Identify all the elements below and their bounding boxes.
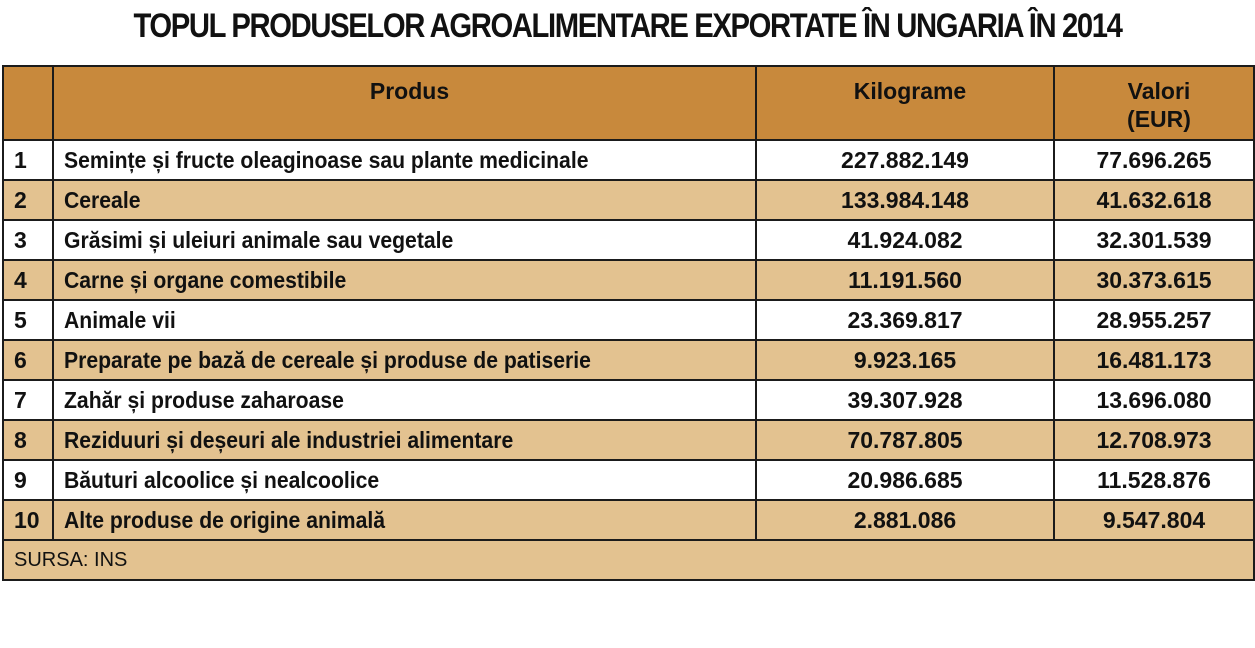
product-label: Reziduuri și deșeuri ale industriei alim… bbox=[64, 426, 514, 453]
rank-cell: 2 bbox=[2, 179, 54, 221]
kilograms-cell: 39.307.928 bbox=[755, 379, 1055, 421]
value-eur-cell: 12.708.973 bbox=[1053, 419, 1255, 461]
product-cell: Animale vii bbox=[52, 299, 757, 341]
table-header-row: Produs Kilograme Valori (EUR) bbox=[2, 65, 1255, 141]
table-row: 2 Cereale 133.984.148 41.632.618 bbox=[2, 179, 1255, 221]
product-cell: Băuturi alcoolice și nealcoolice bbox=[52, 459, 757, 501]
product-cell: Reziduuri și deșeuri ale industriei alim… bbox=[52, 419, 757, 461]
rank-cell: 7 bbox=[2, 379, 54, 421]
kilograms-cell: 41.924.082 bbox=[755, 219, 1055, 261]
value-eur-cell: 9.547.804 bbox=[1053, 499, 1255, 541]
table-row: 4 Carne și organe comestibile 11.191.560 30… bbox=[2, 259, 1255, 301]
value-eur-cell: 28.955.257 bbox=[1053, 299, 1255, 341]
header-kilograms: Kilograme bbox=[755, 65, 1055, 141]
header-values-eur: Valori (EUR) bbox=[1053, 65, 1255, 141]
product-label: Cereale bbox=[64, 186, 141, 213]
table-row: 8 Reziduuri și deșeuri ale industriei ali… bbox=[2, 419, 1255, 461]
value-eur-cell: 11.528.876 bbox=[1053, 459, 1255, 501]
value-eur-cell: 13.696.080 bbox=[1053, 379, 1255, 421]
product-label: Alte produse de origine animală bbox=[64, 506, 386, 533]
product-label: Animale vii bbox=[64, 306, 176, 333]
header-product: Produs bbox=[52, 65, 757, 141]
product-cell: Alte produse de origine animală bbox=[52, 499, 757, 541]
kilograms-cell: 23.369.817 bbox=[755, 299, 1055, 341]
table-row: 10 Alte produse de origine animală 2.881.0… bbox=[2, 499, 1255, 541]
kilograms-cell: 11.191.560 bbox=[755, 259, 1055, 301]
rank-cell: 4 bbox=[2, 259, 54, 301]
table-row: 6 Preparate pe bază de cereale și produse… bbox=[2, 339, 1255, 381]
value-eur-cell: 30.373.615 bbox=[1053, 259, 1255, 301]
table-row: 9 Băuturi alcoolice și nealcoolice 20.986.… bbox=[2, 459, 1255, 501]
product-label: Grăsimi și uleiuri animale sau vegetale bbox=[64, 226, 454, 253]
product-cell: Carne și organe comestibile bbox=[52, 259, 757, 301]
table-row: 5 Animale vii 23.369.817 28.955.257 bbox=[2, 299, 1255, 341]
export-table: Produs Kilograme Valori (EUR) 1 Semințe ș… bbox=[2, 65, 1255, 581]
product-label: Preparate pe bază de cereale și produse … bbox=[64, 346, 591, 373]
rank-cell: 6 bbox=[2, 339, 54, 381]
product-label: Băuturi alcoolice și nealcoolice bbox=[64, 466, 380, 493]
table-row: 7 Zahăr și produse zaharoase 39.307.928 13.… bbox=[2, 379, 1255, 421]
table-row: 3 Grăsimi și uleiuri animale sau vegetale… bbox=[2, 219, 1255, 261]
value-eur-cell: 41.632.618 bbox=[1053, 179, 1255, 221]
kilograms-cell: 70.787.805 bbox=[755, 419, 1055, 461]
product-cell: Semințe și fructe oleaginoase sau plante… bbox=[52, 139, 757, 181]
value-eur-cell: 77.696.265 bbox=[1053, 139, 1255, 181]
rank-cell: 1 bbox=[2, 139, 54, 181]
kilograms-cell: 227.882.149 bbox=[755, 139, 1055, 181]
rank-cell: 3 bbox=[2, 219, 54, 261]
product-cell: Grăsimi și uleiuri animale sau vegetale bbox=[52, 219, 757, 261]
kilograms-cell: 133.984.148 bbox=[755, 179, 1055, 221]
rank-cell: 5 bbox=[2, 299, 54, 341]
table-row: 1 Semințe și fructe oleaginoase sau plant… bbox=[2, 139, 1255, 181]
product-label: Zahăr și produse zaharoase bbox=[64, 386, 344, 413]
kilograms-cell: 20.986.685 bbox=[755, 459, 1055, 501]
kilograms-cell: 9.923.165 bbox=[755, 339, 1055, 381]
value-eur-cell: 32.301.539 bbox=[1053, 219, 1255, 261]
product-cell: Zahăr și produse zaharoase bbox=[52, 379, 757, 421]
header-rank bbox=[2, 65, 54, 141]
product-label: Semințe și fructe oleaginoase sau plante… bbox=[64, 146, 589, 173]
rank-cell: 9 bbox=[2, 459, 54, 501]
source-row: SURSA: INS bbox=[2, 539, 1255, 581]
rank-cell: 10 bbox=[2, 499, 54, 541]
rank-cell: 8 bbox=[2, 419, 54, 461]
value-eur-cell: 16.481.173 bbox=[1053, 339, 1255, 381]
kilograms-cell: 2.881.086 bbox=[755, 499, 1055, 541]
product-label: Carne și organe comestibile bbox=[64, 266, 347, 293]
product-cell: Cereale bbox=[52, 179, 757, 221]
product-cell: Preparate pe bază de cereale și produse … bbox=[52, 339, 757, 381]
source-note: SURSA: INS bbox=[2, 539, 1255, 581]
chart-title: TOPUL PRODUSELOR AGROALIMENTARE EXPORTAT… bbox=[133, 7, 1122, 45]
